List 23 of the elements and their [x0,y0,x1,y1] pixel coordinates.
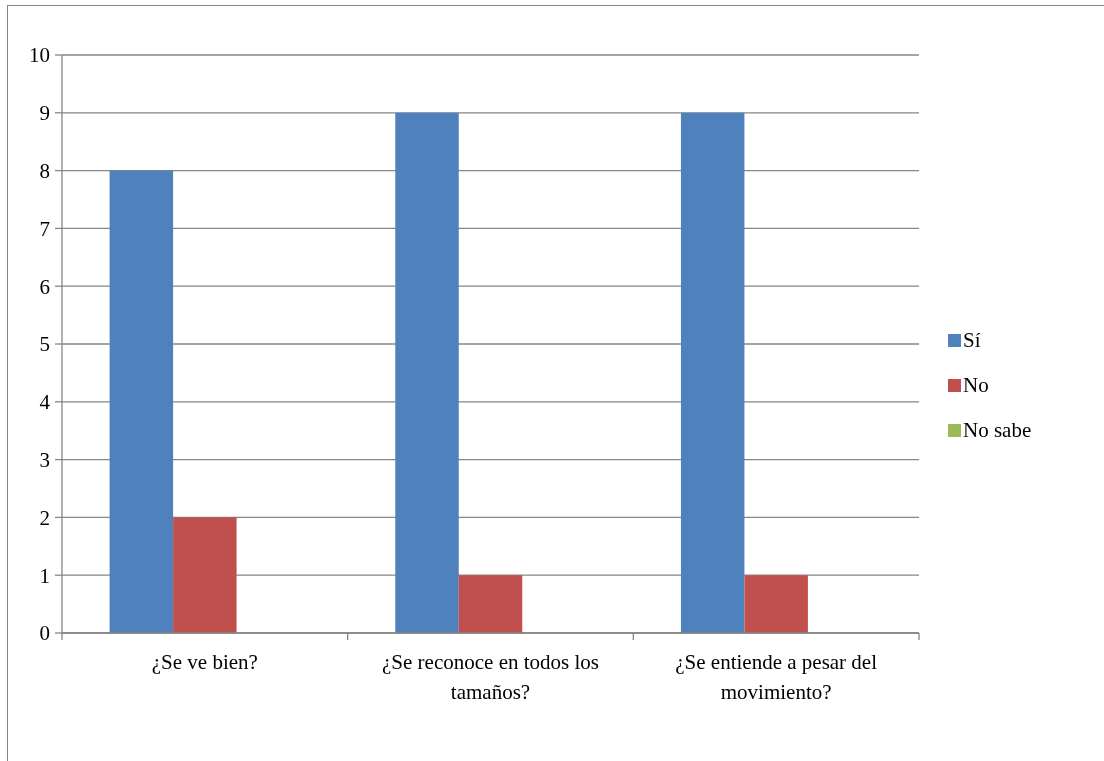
y-tick-label: 2 [39,505,50,530]
legend-label: No [963,373,989,398]
bar [458,575,523,633]
bar [173,517,237,633]
y-tick-label: 3 [39,447,50,472]
y-tick-label: 9 [39,101,50,126]
y-tick-label: 1 [39,563,50,588]
y-tick-label: 6 [39,274,50,299]
y-tick-label: 8 [39,158,50,183]
y-tick-label: 0 [39,621,50,646]
bar [680,112,745,633]
x-tick-label: ¿Se entiende a pesar del movimiento? [675,650,878,704]
legend-label: No sabe [963,418,1032,443]
x-tick-label: ¿Se reconoce en todos los tamaños? [382,650,599,704]
y-tick-label: 7 [39,216,50,241]
legend-label: Sí [963,328,981,353]
bar [109,170,174,633]
bar [744,575,808,633]
x-tick-label: ¿Se ve bien? [151,650,258,674]
bar [395,112,459,633]
y-tick-label: 4 [39,390,51,415]
y-tick-label: 5 [39,332,50,357]
y-tick-label: 10 [29,43,50,68]
